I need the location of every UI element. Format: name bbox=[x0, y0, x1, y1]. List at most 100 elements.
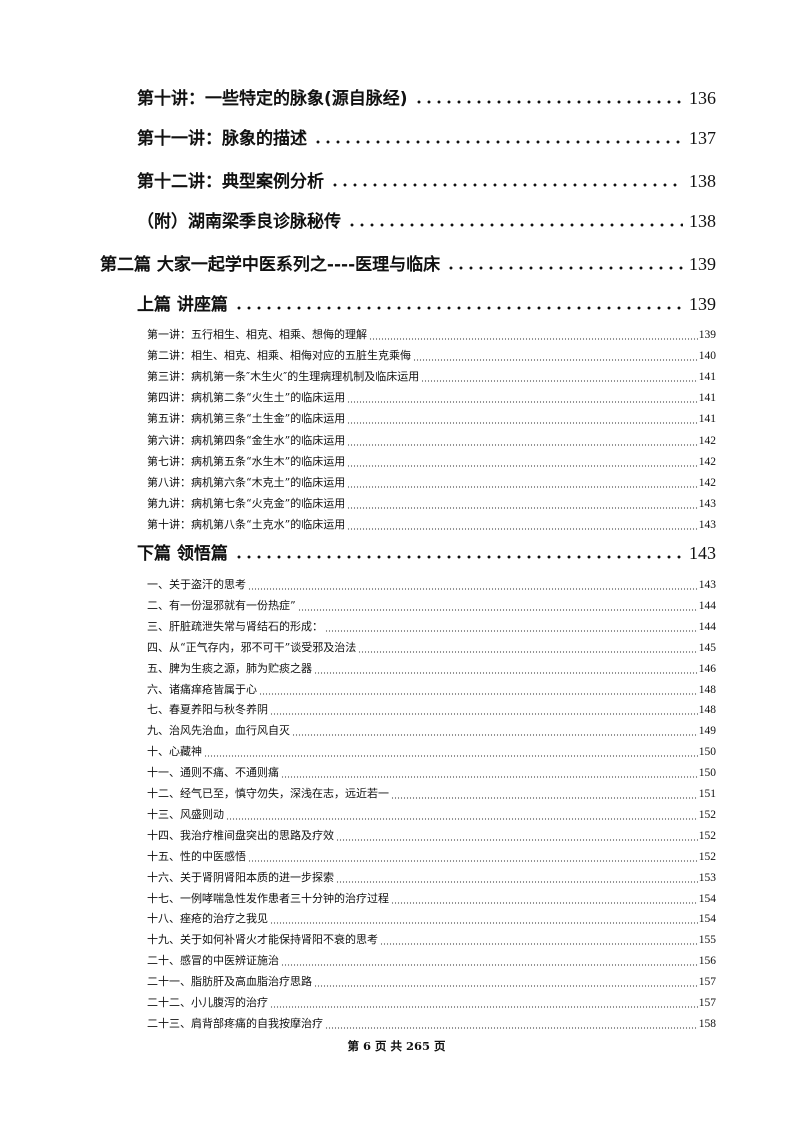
entry-page-number: 157 bbox=[698, 976, 716, 989]
toc-entry-major[interactable]: （附）湖南梁季良诊脉秘传 138 bbox=[137, 208, 716, 234]
entry-page-number: 144 bbox=[698, 599, 716, 612]
toc-entry[interactable]: 四、从“正气存内，邪不可干”谈受邪及治法 145 bbox=[147, 637, 716, 658]
entry-page-number: 152 bbox=[698, 850, 716, 863]
entry-page-number: 136 bbox=[689, 88, 716, 108]
entry-page-number: 142 bbox=[698, 476, 716, 489]
toc-entry[interactable]: 十、心藏神 150 bbox=[147, 741, 716, 762]
toc-entry[interactable]: 十一、通则不痛、不通则痛 150 bbox=[147, 762, 716, 783]
entry-title: 四、从“正气存内，邪不可干”谈受邪及治法 bbox=[147, 640, 357, 654]
entry-page-number: 143 bbox=[698, 579, 716, 591]
dot-leader bbox=[413, 100, 683, 104]
dot-leader bbox=[313, 140, 683, 144]
entry-title: 第十二讲：典型案例分析 bbox=[137, 172, 324, 192]
toc-entry-major[interactable]: 第二篇 大家一起学中医系列之----医理与临床 139 bbox=[100, 251, 716, 277]
entry-page-number: 145 bbox=[698, 641, 716, 654]
toc-entry[interactable]: 二、有一份湿邪就有一份热症” 144 bbox=[147, 595, 716, 616]
entry-title: 十四、我治疗椎间盘突出的思路及疗效 bbox=[147, 828, 334, 842]
entry-title: 五、脾为生痰之源，肺为贮痰之器 bbox=[147, 661, 312, 675]
toc-entry[interactable]: 十九、关于如何补肾火才能保持肾阳不衰的思考 155 bbox=[147, 929, 716, 950]
entry-page-number: 137 bbox=[689, 128, 716, 148]
entry-page-number: 139 bbox=[689, 294, 716, 314]
entry-title: 十六、关于肾阴肾阳本质的进一步探索 bbox=[147, 870, 334, 884]
dot-leader bbox=[347, 443, 698, 446]
toc-entry[interactable]: 第八讲：病机第六条“木克土”的临床运用 142 bbox=[147, 472, 716, 493]
entry-title: 十一、通则不痛、不通则痛 bbox=[147, 766, 279, 780]
dot-leader bbox=[347, 527, 698, 530]
dot-leader bbox=[204, 755, 698, 758]
entry-page-number: 153 bbox=[698, 871, 716, 884]
page-footer: 第 6 页 共 265 页 bbox=[347, 1039, 446, 1053]
toc-entry[interactable]: 第三讲：病机第一条″木生火″的生理病理机制及临床运用 141 bbox=[147, 366, 716, 387]
dot-leader bbox=[413, 359, 698, 362]
dot-leader bbox=[347, 422, 698, 425]
toc-entry[interactable]: 三、肝脏疏泄失常与肾结石的形成： 144 bbox=[147, 616, 716, 637]
toc-entry[interactable]: 七、春夏养阳与秋冬养阴 148 bbox=[147, 699, 716, 720]
entry-title: 二十三、肩背部疼痛的自我按摩治疗 bbox=[147, 1016, 323, 1030]
toc-entry[interactable]: 第五讲：病机第三条“土生金”的临床运用 141 bbox=[147, 408, 716, 429]
toc-entry[interactable]: 十四、我治疗椎间盘突出的思路及疗效 152 bbox=[147, 825, 716, 846]
toc-entry[interactable]: 五、脾为生痰之源，肺为贮痰之器 146 bbox=[147, 658, 716, 679]
entry-page-number: 138 bbox=[689, 211, 716, 231]
toc-entry[interactable]: 二十一、脂肪肝及高血脂治疗思路 157 bbox=[147, 971, 716, 992]
dot-leader bbox=[336, 880, 698, 883]
dot-leader bbox=[325, 1026, 698, 1029]
entry-page-number: 143 bbox=[698, 497, 716, 510]
toc-entry[interactable]: 十五、性的中医感悟 152 bbox=[147, 846, 716, 867]
entry-title: 第一讲：五行相生、相克、相乘、想侮的理解 bbox=[147, 328, 367, 341]
toc-entry[interactable]: 二十二、小儿腹泻的治疗 157 bbox=[147, 992, 716, 1013]
toc-entry-major[interactable]: 上篇 讲座篇 139 bbox=[137, 291, 716, 317]
entry-page-number: 150 bbox=[698, 767, 716, 780]
entry-title: 九、治风先治血，血行风自灭 bbox=[147, 724, 290, 738]
toc-entry[interactable]: 二十、感冒的中医辨证施治 156 bbox=[147, 950, 716, 971]
entry-title: 第八讲：病机第六条“木克土”的临床运用 bbox=[147, 475, 346, 489]
dot-leader bbox=[347, 506, 698, 509]
toc-entry[interactable]: 第九讲：病机第七条“火克金”的临床运用 143 bbox=[147, 493, 716, 514]
toc-entry[interactable]: 一、关于盗汗的思考 143 bbox=[147, 574, 716, 595]
toc-entry[interactable]: 十六、关于肾阴肾阳本质的进一步探索 153 bbox=[147, 867, 716, 888]
dot-leader bbox=[347, 223, 683, 227]
entry-page-number: 138 bbox=[689, 171, 716, 191]
entry-page-number: 158 bbox=[698, 1017, 716, 1030]
entry-title: 七、春夏养阳与秋冬养阴 bbox=[147, 703, 268, 717]
entry-title: 第十讲：一些特定的脉象(源自脉经) bbox=[137, 89, 408, 109]
dot-leader bbox=[347, 401, 698, 404]
entry-page-number: 157 bbox=[698, 997, 716, 1009]
toc-entry[interactable]: 十二、经气已至，慎守勿失，深浅在志，远近若一 151 bbox=[147, 783, 716, 804]
toc-entry-major[interactable]: 第十一讲：脉象的描述 137 bbox=[137, 125, 716, 151]
toc-entry[interactable]: 第七讲：病机第五条“水生木”的临床运用 142 bbox=[147, 451, 716, 472]
dot-leader bbox=[314, 985, 698, 988]
entry-title: 十、心藏神 bbox=[147, 745, 202, 759]
toc-entry-major[interactable]: 下篇 领悟篇 143 bbox=[137, 540, 716, 566]
toc-entry[interactable]: 十七、一例哮喘急性发作患者三十分钟的治疗过程 154 bbox=[147, 888, 716, 909]
toc-entry[interactable]: 第六讲：病机第四条“金生水”的临床运用 142 bbox=[147, 430, 716, 451]
entry-title: 三、肝脏疏泄失常与肾结石的形成： bbox=[147, 619, 323, 633]
dot-leader bbox=[391, 901, 698, 904]
dot-leader bbox=[369, 338, 698, 340]
toc-entry[interactable]: 十三、风盛则动 152 bbox=[147, 804, 716, 825]
entry-page-number: 140 bbox=[698, 350, 716, 363]
dot-leader bbox=[421, 380, 698, 383]
toc-entry[interactable]: 第二讲：相生、相克、相乘、相侮对应的五脏生克乘侮 140 bbox=[147, 345, 716, 366]
entry-page-number: 152 bbox=[698, 808, 716, 821]
toc-entry[interactable]: 第四讲：病机第二条“火生土”的临床运用 141 bbox=[147, 387, 716, 408]
dot-leader bbox=[270, 1006, 698, 1008]
toc-entry-major[interactable]: 第十二讲：典型案例分析 138 bbox=[137, 168, 716, 194]
dot-leader bbox=[336, 838, 698, 841]
dot-leader bbox=[358, 650, 698, 653]
entry-page-number: 155 bbox=[698, 934, 716, 947]
toc-entry[interactable]: 第十讲：病机第八条“土克水”的临床运用 143 bbox=[147, 514, 716, 535]
entry-page-number: 154 bbox=[698, 913, 716, 926]
entry-title: 第十一讲：脉象的描述 bbox=[137, 129, 307, 149]
dot-leader bbox=[347, 464, 698, 467]
dot-leader bbox=[314, 671, 698, 674]
toc-entry[interactable]: 九、治风先治血，血行风自灭 149 bbox=[147, 720, 716, 741]
toc-entry[interactable]: 第一讲：五行相生、相克、相乘、想侮的理解 139 bbox=[147, 324, 716, 345]
toc-entry[interactable]: 十八、痤疮的治疗之我见 154 bbox=[147, 908, 716, 929]
toc-entry-major[interactable]: 第十讲：一些特定的脉象(源自脉经) 136 bbox=[137, 85, 716, 111]
dot-leader bbox=[446, 266, 683, 270]
toc-entry[interactable]: 六、诸痛痒疮皆属于心 148 bbox=[147, 679, 716, 700]
entry-title: 六、诸痛痒疮皆属于心 bbox=[147, 682, 257, 696]
entry-title: 一、关于盗汗的思考 bbox=[147, 578, 246, 591]
toc-entry[interactable]: 二十三、肩背部疼痛的自我按摩治疗 158 bbox=[147, 1013, 716, 1034]
dot-leader bbox=[259, 692, 698, 695]
